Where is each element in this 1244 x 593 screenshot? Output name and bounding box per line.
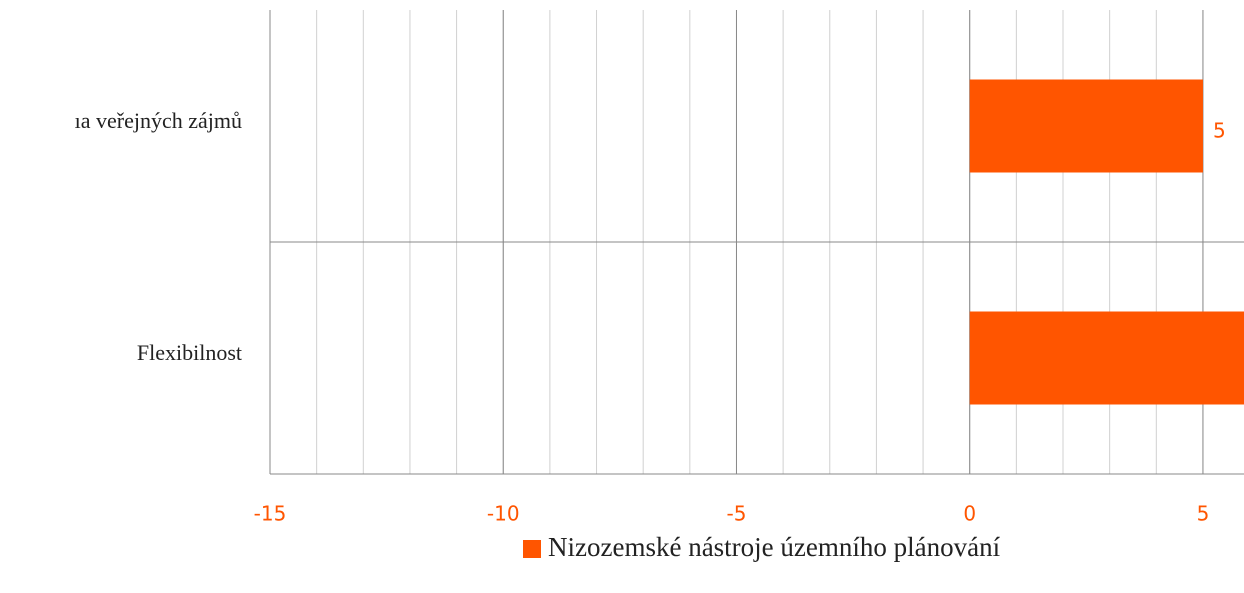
x-tick-label: -10 [487,502,520,526]
x-tick-label: 0 [963,502,976,526]
bar [969,79,1203,173]
x-tick-label: -5 [726,502,746,526]
x-tick-label: -15 [254,502,287,526]
legend-swatch [523,540,541,558]
y-tick-label: Flexibilnost [137,340,242,365]
x-tick-label: 5 [1197,502,1210,526]
legend-label: Nizozemské nástroje územního plánování [548,532,1001,562]
bar [969,311,1244,405]
y-tick-label: ıa veřejných zájmů [75,108,242,133]
data-label: 5 [1213,119,1226,143]
